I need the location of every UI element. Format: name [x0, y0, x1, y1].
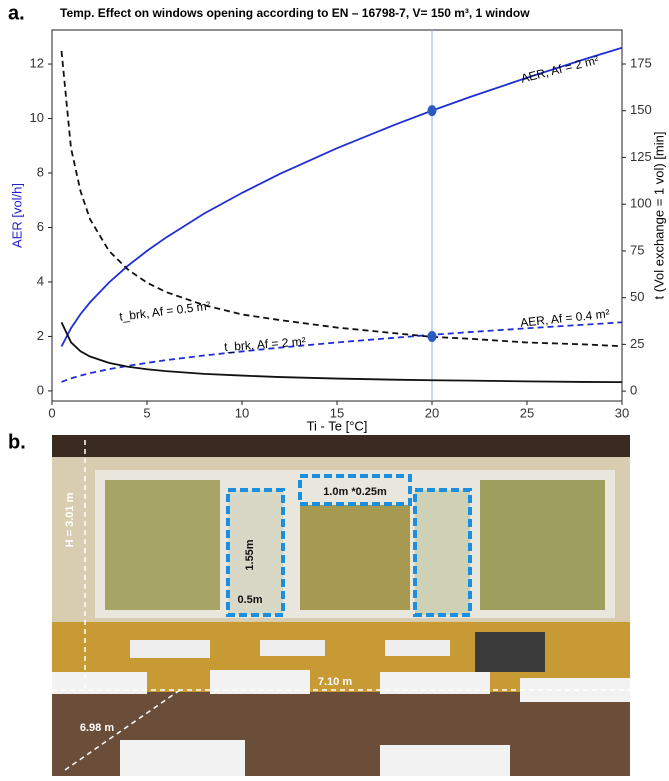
x-tick-label: 25 — [520, 405, 534, 420]
chart-title: Temp. Effect on windows opening accordin… — [60, 6, 530, 20]
y-tick-label: 6 — [37, 219, 44, 234]
marker — [427, 330, 437, 342]
panel-label: b. — [8, 431, 26, 453]
series-line — [61, 321, 623, 383]
y-tick-label: 0 — [37, 382, 44, 397]
y-tick-label: 12 — [30, 55, 44, 70]
y2-tick-label: 125 — [630, 149, 652, 164]
series-label: AER, Af = 0.4 m² — [520, 307, 611, 330]
x-tick-label: 0 — [48, 405, 55, 420]
y2-tick-label: 0 — [630, 383, 637, 398]
photo-label: 1.0m *0.25m — [323, 486, 387, 498]
x-axis-label: Ti - Te [°C] — [307, 418, 368, 433]
x-tick-label: 30 — [615, 405, 629, 420]
y2-tick-label: 150 — [630, 102, 652, 117]
x-tick-label: 10 — [235, 405, 249, 420]
chart: 0 5 10 15 20 25 300246810120255075100125150175… — [9, 29, 666, 433]
series-label: t_brk, Af = 2 m² — [224, 334, 306, 354]
photo-label: 7.10 m — [318, 676, 352, 688]
photo-label: 1.55m — [244, 539, 256, 570]
y-tick-label: 2 — [37, 328, 44, 343]
marker — [427, 105, 437, 117]
photo-label: H = 3.01 m — [64, 492, 76, 547]
photo: H = 3.01 m 1.0m *0.25m 1.55m 0.5m 7.10 m… — [52, 435, 630, 776]
photo-label: 6.98 m — [80, 722, 114, 734]
y-tick-label: 10 — [30, 110, 44, 125]
series-line — [60, 46, 623, 347]
x-tick-label: 5 — [143, 405, 150, 420]
y2-tick-label: 175 — [630, 55, 652, 70]
series-line — [60, 50, 623, 348]
x-tick-label: 20 — [425, 405, 439, 420]
y-axis-label: AER [vol/h] — [9, 183, 24, 248]
x-tick-label: 15 — [330, 405, 344, 420]
series-label: AER, Af = 2 m² — [519, 53, 600, 86]
panel-label: a. — [8, 2, 25, 24]
series-label: t_brk, Af = 0.5 m² — [119, 299, 212, 324]
y2-tick-label: 75 — [630, 242, 644, 257]
photo-label: 0.5m — [237, 594, 262, 606]
y2-tick-label: 25 — [630, 336, 644, 351]
y-tick-label: 8 — [37, 164, 44, 179]
y2-tick-label: 100 — [630, 196, 652, 211]
plot-frame — [51, 29, 623, 402]
y-tick-label: 4 — [37, 273, 44, 288]
y2-axis-label: t (Vol exchange = 1 vol) [min] — [651, 131, 666, 299]
y2-tick-label: 50 — [630, 289, 644, 304]
series-line — [60, 321, 623, 384]
